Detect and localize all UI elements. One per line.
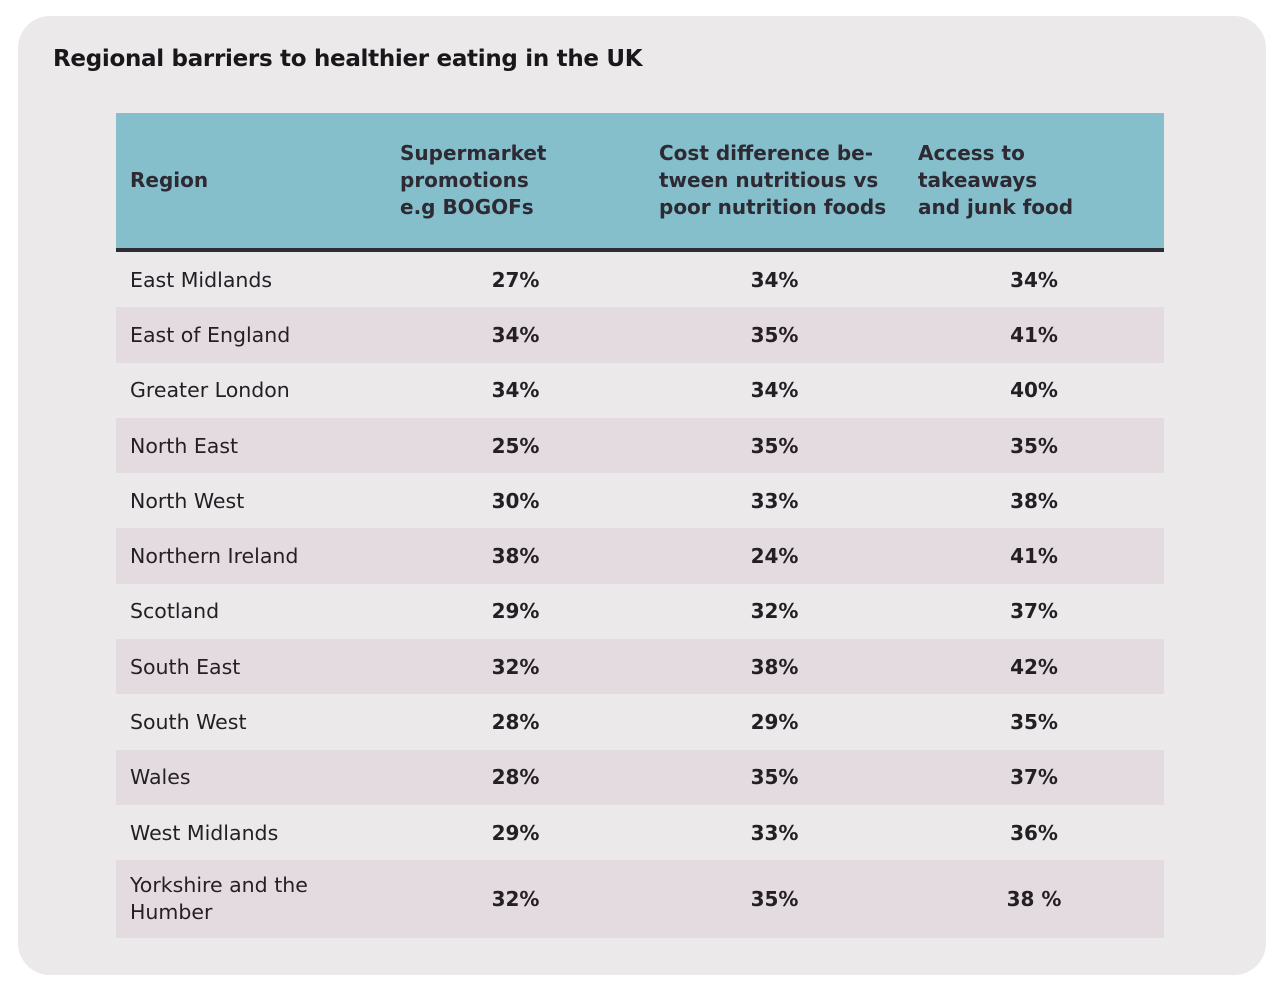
value-cell: 38 % <box>904 860 1164 939</box>
table-row: West Midlands 29% 33% 36% <box>116 805 1164 860</box>
value-cell: 34% <box>386 307 645 363</box>
region-cell: South West <box>130 710 247 735</box>
column-header: Cost difference be- tween nutritious vs … <box>645 113 904 252</box>
value-cell: 33% <box>750 488 799 513</box>
value-cell: 27% <box>491 267 540 292</box>
region-cell: Yorkshire and the Humber <box>116 860 386 939</box>
value-cell: 28% <box>386 749 645 805</box>
region-cell: North West <box>130 488 245 513</box>
value-cell: 32% <box>386 639 645 695</box>
column-header: Supermarket promotions e.g BOGOFs <box>386 113 645 252</box>
value-cell: 40% <box>1010 378 1058 403</box>
value-cell: 29% <box>750 710 799 735</box>
value-cell: 24% <box>645 528 904 584</box>
table-row: South East 32% 38% 42% <box>116 639 1164 695</box>
value-cell: 38% <box>1010 488 1058 513</box>
value-cell: 41% <box>904 528 1164 584</box>
table-title: Regional barriers to healthier eating in… <box>53 46 643 72</box>
value-cell: 34% <box>750 267 799 292</box>
value-cell: 29% <box>491 820 540 845</box>
table-row: East of England 34% 35% 41% <box>116 307 1164 363</box>
region-cell: South East <box>116 639 386 695</box>
region-cell: North East <box>116 417 386 474</box>
value-cell: 32% <box>750 599 799 624</box>
value-cell: 34% <box>750 378 799 403</box>
value-cell: 33% <box>750 820 799 845</box>
region-cell: Northern Ireland <box>116 528 386 584</box>
value-cell: 42% <box>904 639 1164 695</box>
region-cell: Wales <box>116 749 386 805</box>
data-table: Region Supermarket promotions e.g BOGOFs C… <box>116 113 1164 939</box>
value-cell: 35% <box>1010 710 1058 735</box>
table-row: Northern Ireland 38% 24% 41% <box>116 528 1164 584</box>
table-row: South West 28% 29% 35% <box>116 694 1164 749</box>
region-cell: East of England <box>116 307 386 363</box>
value-cell: 35% <box>645 417 904 474</box>
value-cell: 30% <box>491 488 540 513</box>
value-cell: 38% <box>645 639 904 695</box>
header-row: Region Supermarket promotions e.g BOGOFs C… <box>116 113 1164 252</box>
value-cell: 35% <box>645 749 904 805</box>
region-cell: Scotland <box>130 599 220 624</box>
region-cell: East Midlands <box>130 267 273 292</box>
value-cell: 38% <box>386 528 645 584</box>
table-row: North West 30% 33% 38% <box>116 473 1164 528</box>
table-row: Scotland 29% 32% 37% <box>116 584 1164 639</box>
value-cell: 35% <box>904 417 1164 474</box>
value-cell: 34% <box>1010 267 1058 292</box>
table-card: Regional barriers to healthier eating in… <box>18 16 1266 975</box>
value-cell: 28% <box>491 710 540 735</box>
region-cell: West Midlands <box>130 820 279 845</box>
value-cell: 34% <box>491 378 540 403</box>
column-header: Region <box>116 113 386 252</box>
table-row: Greater London 34% 34% 40% <box>116 363 1164 418</box>
column-header: Access to takeaways and junk food <box>904 113 1164 252</box>
region-cell: Greater London <box>130 378 290 403</box>
value-cell: 32% <box>386 860 645 939</box>
value-cell: 29% <box>491 599 540 624</box>
table-row: Wales 28% 35% 37% <box>116 749 1164 805</box>
value-cell: 35% <box>645 307 904 363</box>
value-cell: 36% <box>1010 820 1058 845</box>
value-cell: 37% <box>1010 599 1058 624</box>
table-row: East Midlands 27% 34% 34% <box>116 250 1164 307</box>
value-cell: 25% <box>386 417 645 474</box>
table-row: Yorkshire and the Humber 32% 35% 38 % <box>116 860 1164 939</box>
value-cell: 41% <box>904 307 1164 363</box>
value-cell: 37% <box>904 749 1164 805</box>
value-cell: 35% <box>645 860 904 939</box>
table-row: North East 25% 35% 35% <box>116 417 1164 474</box>
